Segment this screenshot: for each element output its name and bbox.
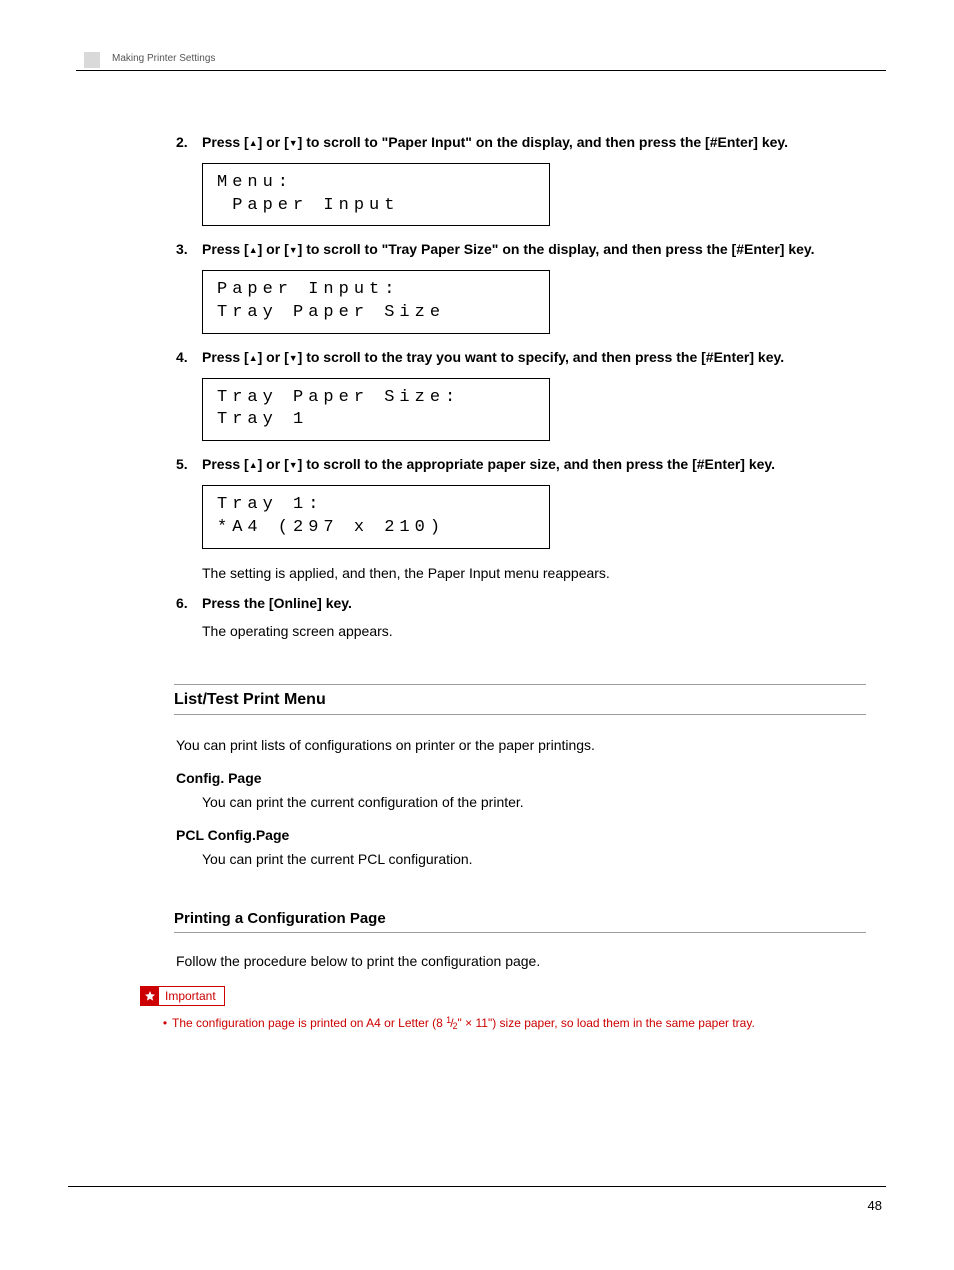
step-4: 4. Press [▲] or [▼] to scroll to the tra… [176, 348, 866, 441]
subsection-heading-config-page: Printing a Configuration Page [174, 910, 866, 933]
down-arrow-icon: ▼ [289, 138, 298, 148]
important-note: • The configuration page is printed on A… [158, 1014, 866, 1032]
lcd-display: Tray 1: *A4 (297 x 210) [202, 485, 550, 549]
page-header: Making Printer Settings [76, 48, 886, 64]
definition-term: Config. Page [176, 770, 866, 786]
step-number: 3. [176, 241, 202, 257]
up-arrow-icon: ▲ [249, 460, 258, 470]
step-instruction: Press [▲] or [▼] to scroll to "Tray Pape… [202, 240, 815, 260]
up-arrow-icon: ▲ [249, 245, 258, 255]
step-number: 4. [176, 349, 202, 365]
lcd-display: Menu: Paper Input [202, 163, 550, 227]
section-heading-list-test: List/Test Print Menu [174, 684, 866, 715]
step-instruction: Press [▲] or [▼] to scroll to the tray y… [202, 348, 784, 368]
definition-desc: You can print the current configuration … [202, 792, 866, 813]
bullet-icon: • [158, 1014, 172, 1032]
lcd-display: Tray Paper Size: Tray 1 [202, 378, 550, 442]
definition-term: PCL Config.Page [176, 827, 866, 843]
lcd-display: Paper Input: Tray Paper Size [202, 270, 550, 334]
up-arrow-icon: ▲ [249, 138, 258, 148]
step-body: The setting is applied, and then, the Pa… [202, 563, 866, 584]
step-number: 2. [176, 134, 202, 150]
step-instruction: Press [▲] or [▼] to scroll to the approp… [202, 455, 775, 475]
step-body: The operating screen appears. [202, 621, 866, 642]
footer-rule [68, 1186, 886, 1187]
down-arrow-icon: ▼ [289, 460, 298, 470]
step-number: 5. [176, 456, 202, 472]
important-text: The configuration page is printed on A4 … [172, 1014, 755, 1032]
header-title: Making Printer Settings [112, 53, 215, 64]
step-number: 6. [176, 595, 202, 611]
important-label: Important [159, 989, 224, 1003]
step-3: 3. Press [▲] or [▼] to scroll to "Tray P… [176, 240, 866, 333]
step-2: 2. Press [▲] or [▼] to scroll to "Paper … [176, 133, 866, 226]
header-tab [84, 52, 100, 68]
fraction: 1/2 [446, 1014, 457, 1032]
star-icon [141, 987, 159, 1005]
up-arrow-icon: ▲ [249, 353, 258, 363]
section-intro: You can print lists of configurations on… [176, 735, 866, 756]
step-instruction: Press [▲] or [▼] to scroll to "Paper Inp… [202, 133, 788, 153]
step-6: 6. Press the [Online] key. The operating… [176, 594, 866, 643]
down-arrow-icon: ▼ [289, 353, 298, 363]
content-area: 2. Press [▲] or [▼] to scroll to "Paper … [76, 71, 886, 1032]
step-5: 5. Press [▲] or [▼] to scroll to the app… [176, 455, 866, 583]
step-instruction: Press the [Online] key. [202, 594, 352, 614]
down-arrow-icon: ▼ [289, 245, 298, 255]
definition-desc: You can print the current PCL configurat… [202, 849, 866, 870]
page: Making Printer Settings 2. Press [▲] or … [0, 0, 954, 1092]
page-number: 48 [868, 1198, 882, 1213]
important-callout: Important [140, 986, 225, 1006]
subsection-intro: Follow the procedure below to print the … [176, 951, 866, 972]
